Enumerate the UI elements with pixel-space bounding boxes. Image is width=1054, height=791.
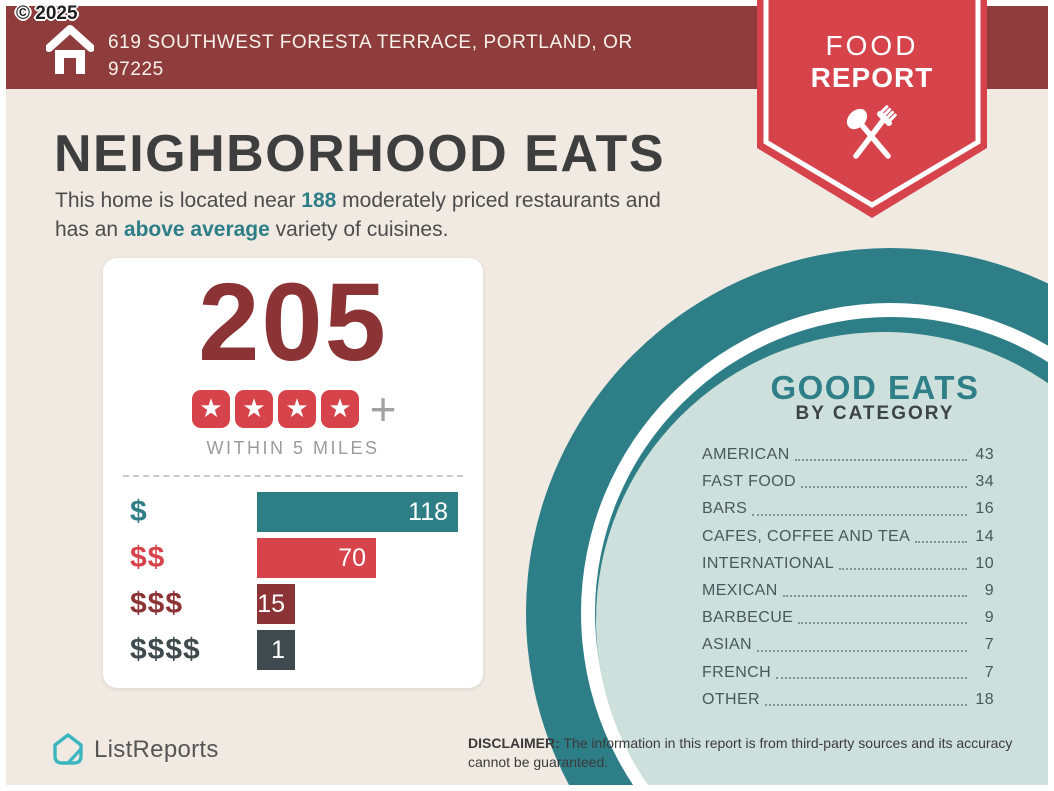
category-row: FAST FOOD 34 — [702, 473, 994, 491]
category-row: MEXICAN 9 — [702, 581, 994, 599]
price-tier-label: $$$$ — [130, 633, 201, 666]
good-eats-subtitle: BY CATEGORY — [795, 403, 955, 424]
ribbon-pennant-shape — [757, 0, 987, 218]
address-line2: 97225 — [108, 59, 164, 80]
price-tier-row: $$$ 15 — [130, 584, 483, 624]
price-tier-label: $ — [130, 495, 148, 528]
disclaimer-label: DISCLAIMER: — [468, 735, 560, 751]
copyright-text: © 2025 — [16, 3, 78, 24]
stats-card: 205 ★ ★ ★ ★ + WITHIN 5 MILES $ 118 $$ 70… — [103, 258, 483, 688]
restaurant-count-highlight: 188 — [301, 189, 337, 212]
category-row: ASIAN 7 — [702, 636, 994, 654]
price-tier-bar-chart: $ 118 $$ 70 $$$ 15 $$$$ 1 — [103, 492, 483, 670]
disclaimer-text: The information in this report is from t… — [468, 735, 1013, 770]
category-list: AMERICAN 43 FAST FOOD 34 BARS 16 CAFES, COF… — [702, 441, 994, 713]
intro-line2: has an above average variety of cuisines… — [55, 218, 449, 241]
category-row: FRENCH 7 — [702, 663, 994, 681]
dotted-leader — [757, 649, 967, 652]
price-tier-label: $$$ — [130, 587, 184, 620]
dotted-leader — [765, 703, 967, 706]
listreports-icon — [53, 733, 83, 765]
price-tier-bar: 118 — [257, 492, 458, 532]
dotted-leader — [794, 459, 967, 462]
price-tier-row: $$$$ 1 — [130, 630, 483, 670]
category-row: INTERNATIONAL 10 — [702, 554, 994, 572]
dotted-leader — [782, 595, 967, 598]
variety-highlight: above average — [123, 218, 270, 241]
dotted-leader — [776, 676, 967, 679]
address-line1: 619 SOUTHWEST FORESTA TERRACE, PORTLAND,… — [108, 32, 633, 53]
spoon-fork-icon — [846, 105, 897, 159]
home-icon — [46, 25, 94, 74]
star-icon: ★ — [278, 390, 317, 428]
dashed-divider — [123, 475, 463, 477]
dotted-leader — [915, 540, 967, 543]
price-tier-row: $ 118 — [130, 492, 483, 532]
plus-icon: + — [369, 383, 397, 435]
good-eats-title: GOOD EATS — [770, 369, 980, 406]
dotted-leader — [800, 486, 967, 489]
category-row: BARBECUE 9 — [702, 609, 994, 627]
dotted-leader — [839, 567, 967, 570]
star-icon: ★ — [321, 390, 360, 428]
star-icon: ★ — [192, 390, 231, 428]
total-restaurant-count: 205 — [198, 261, 388, 384]
category-row: BARS 16 — [702, 500, 994, 518]
listreports-logo: ListReports — [52, 733, 219, 767]
disclaimer: DISCLAIMER: The information in this repo… — [468, 734, 1016, 772]
price-tier-bar: 70 — [257, 538, 376, 578]
price-tier-label: $$ — [130, 541, 166, 574]
page-title: NEIGHBORHOOD EATS — [54, 125, 666, 183]
food-report-ribbon: FOOD REPORT — [757, 0, 987, 222]
dotted-leader — [798, 622, 967, 625]
category-row: CAFES, COFFEE AND TEA 14 — [702, 527, 994, 545]
price-tier-bar: 15 — [257, 584, 295, 624]
price-tier-bar: 1 — [257, 630, 295, 670]
rating-stars: ★ ★ ★ ★ + — [103, 383, 483, 435]
dotted-leader — [752, 513, 967, 516]
star-icon: ★ — [235, 390, 274, 428]
ribbon-word-food: FOOD — [825, 30, 919, 61]
category-row: OTHER 18 — [702, 690, 994, 708]
brand-name: ListReports — [94, 736, 219, 763]
intro-paragraph: This home is located near 188 moderately… — [55, 186, 661, 244]
intro-line1: This home is located near 188 moderately… — [55, 189, 661, 212]
category-row: AMERICAN 43 — [702, 446, 994, 463]
price-tier-row: $$ 70 — [130, 538, 483, 578]
ribbon-word-report: REPORT — [810, 62, 934, 93]
property-address: 619 SOUTHWEST FORESTA TERRACE, PORTLAND,… — [108, 29, 748, 83]
radius-label: WITHIN 5 MILES — [206, 438, 380, 458]
